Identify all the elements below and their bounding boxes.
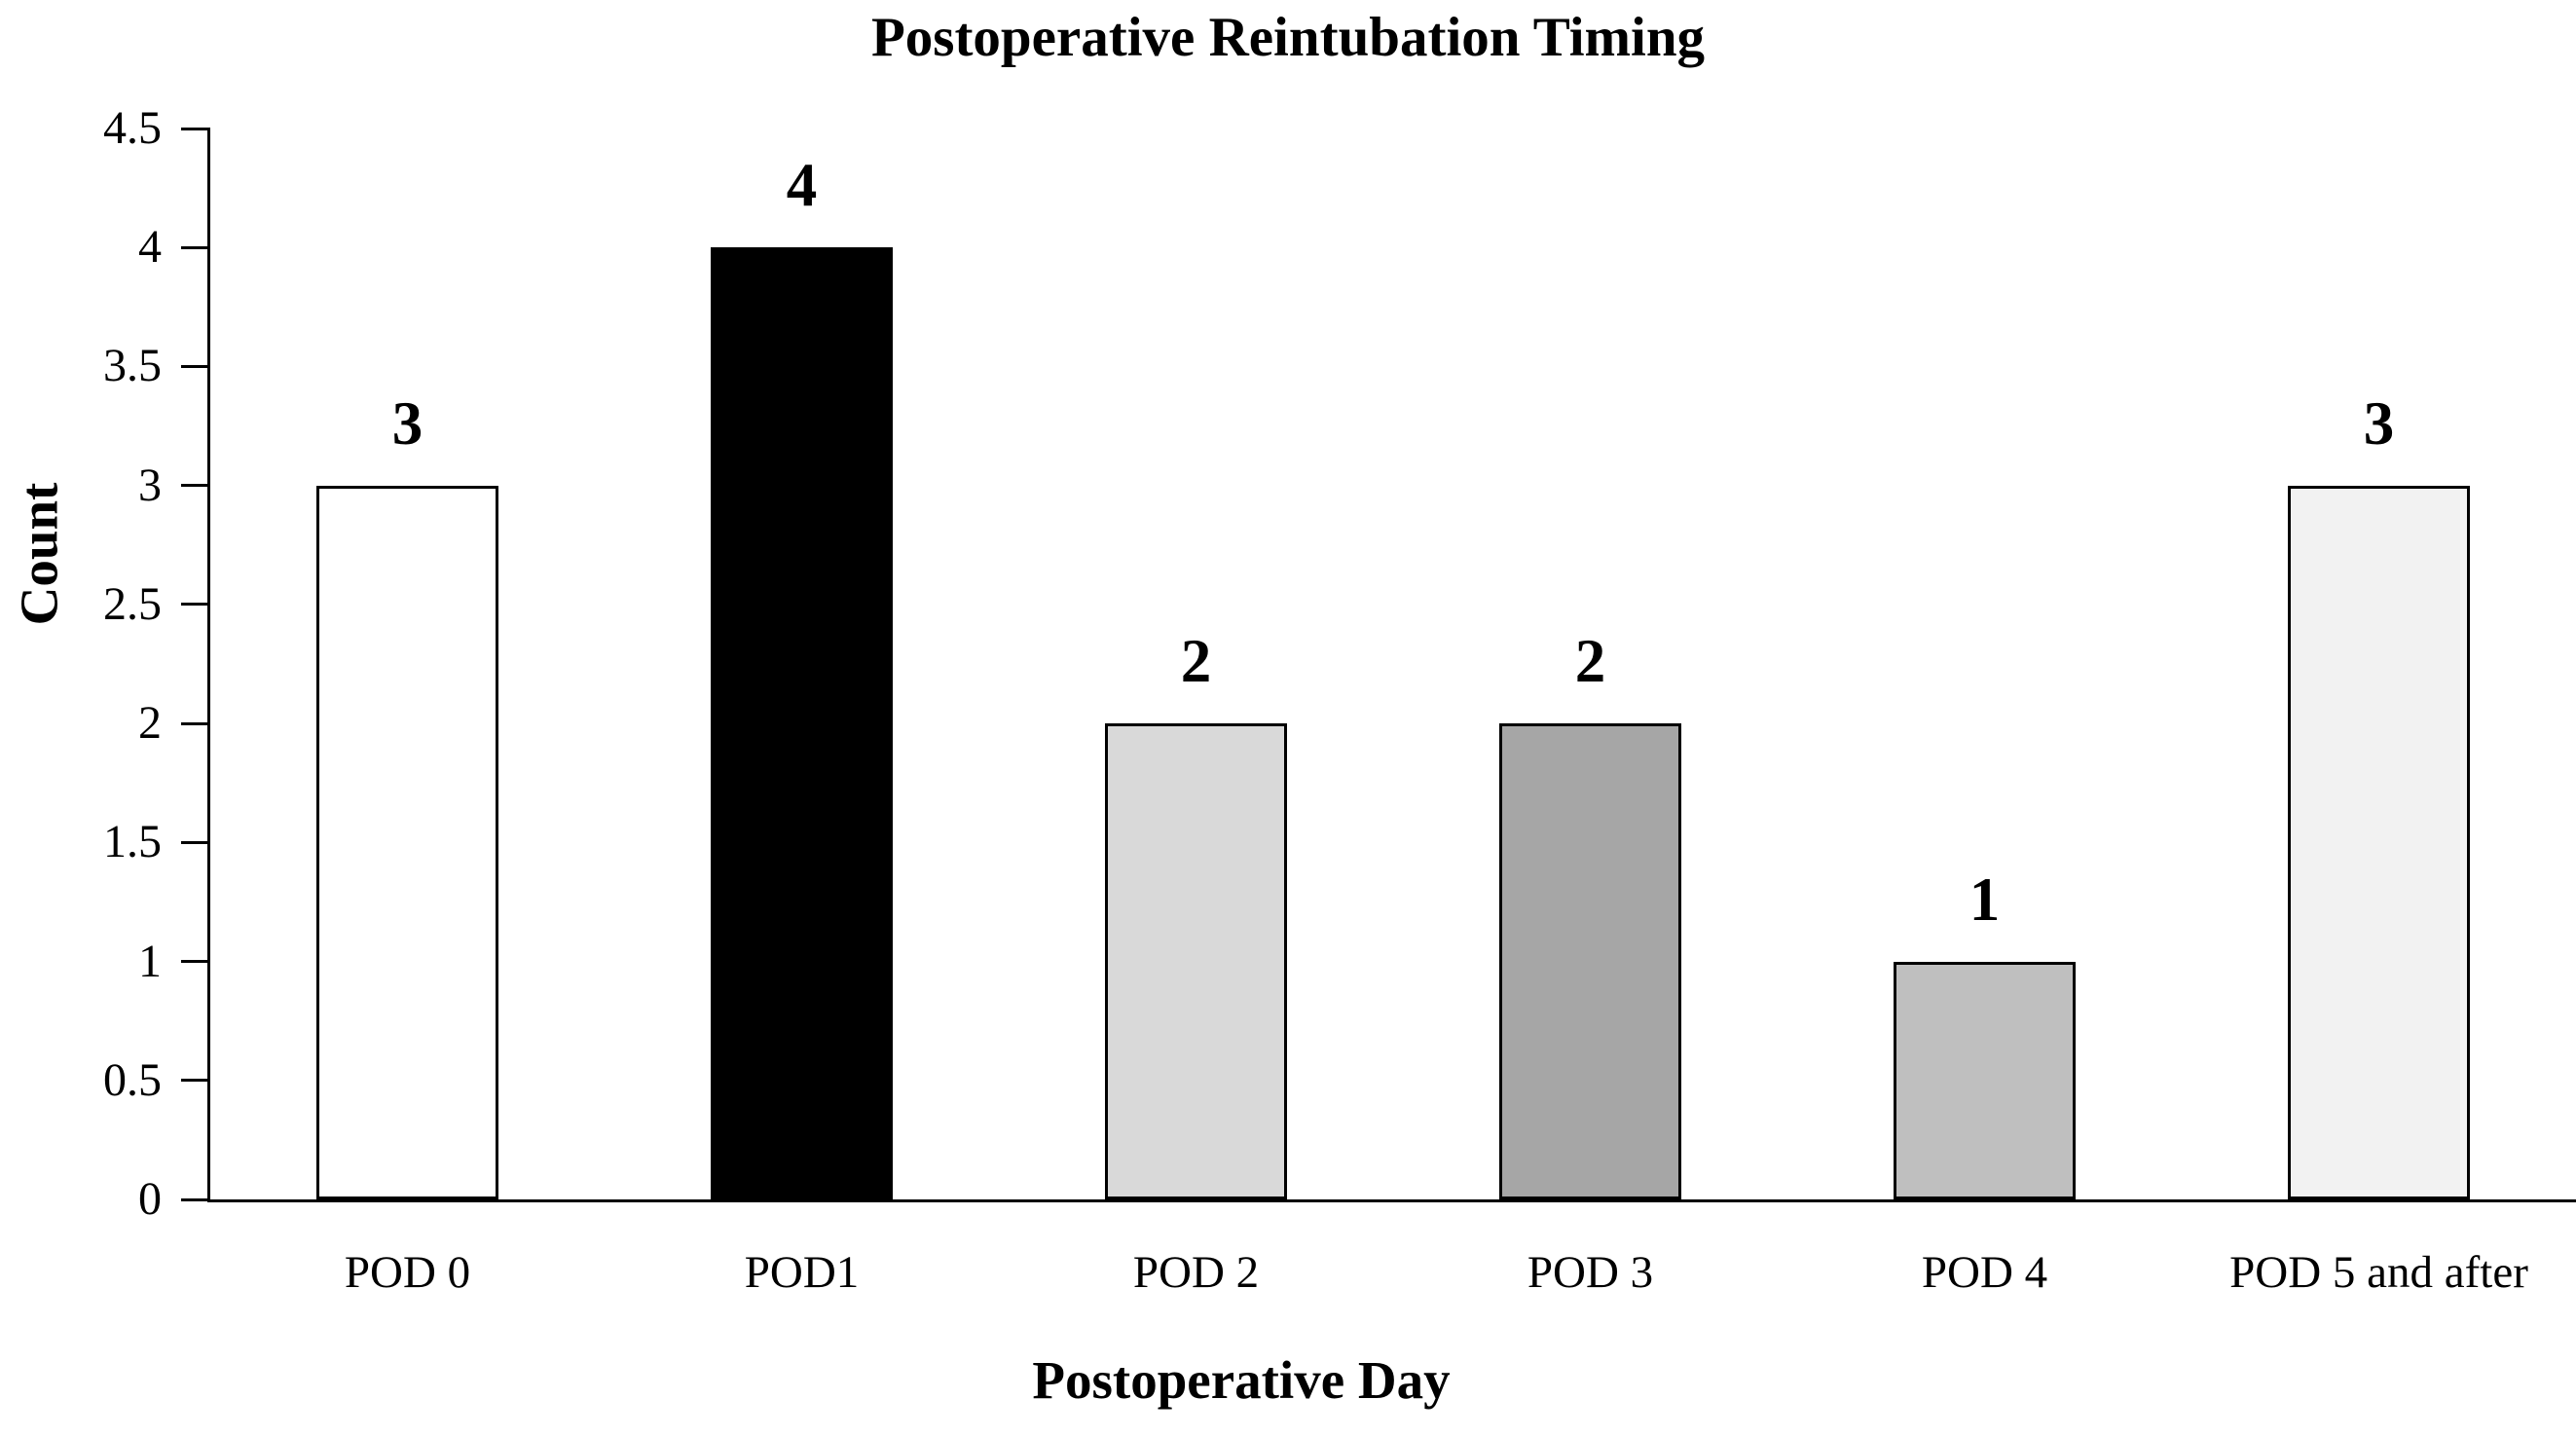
y-tick-mark [181,960,210,964]
bar-value-label: 4 [786,151,818,220]
bar-value-label: 3 [391,388,423,458]
y-tick-mark [181,1079,210,1083]
x-axis-title: Postoperative Day [1032,1350,1451,1410]
y-tick-mark [181,603,210,607]
bar [2288,485,2470,1199]
plot-area: 0 0.5 1 1.5 2 2.5 3 3.5 4 4.5 3 POD 0 4 POD1 2 POD 2 2 PO… [103,105,2576,1296]
y-tick-label: 0.5 [103,1053,162,1106]
chart-title: Postoperative Reintubation Timing [870,7,1706,68]
y-tick-mark [181,840,210,844]
bar-value-label: 1 [1969,865,2001,934]
x-category-label: POD 0 [344,1247,471,1298]
bar [1105,723,1287,1199]
bar-value-label: 3 [2363,388,2395,458]
bar [711,247,893,1199]
y-tick-mark [181,484,210,488]
bar [316,485,498,1199]
x-category-label: POD 2 [1132,1247,1260,1298]
y-tick-label: 4 [138,221,162,274]
x-category-label: POD 3 [1527,1247,1654,1298]
y-tick-label: 1.5 [103,816,162,868]
x-category-label: POD1 [744,1247,860,1298]
y-tick-mark [181,245,210,249]
y-axis-title: Count [9,482,69,626]
bar-value-label: 2 [1180,627,1212,696]
bar [1894,961,2076,1199]
y-tick-mark [181,364,210,368]
bar-value-label: 2 [1574,627,1606,696]
y-tick-label: 3.5 [103,340,162,392]
y-tick-mark [181,127,210,130]
y-tick-mark [181,1197,210,1201]
y-tick-label: 4.5 [103,102,162,154]
y-tick-label: 0 [138,1173,162,1225]
y-tick-label: 3 [138,459,162,511]
x-category-label: POD 4 [1921,1247,2048,1298]
y-tick-label: 1 [138,935,162,987]
bar [1499,723,1681,1199]
y-tick-mark [181,721,210,725]
y-tick-label: 2 [138,697,162,750]
y-tick-label: 2.5 [103,577,162,630]
x-category-label: POD 5 and after [2229,1247,2528,1298]
